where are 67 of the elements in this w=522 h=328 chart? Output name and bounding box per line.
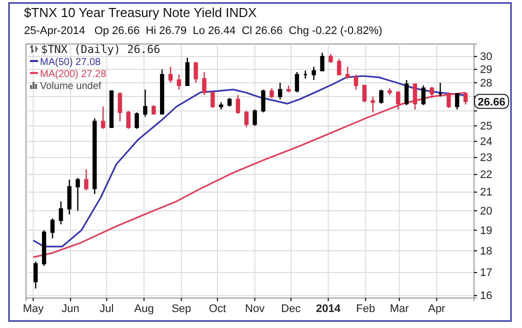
candlestick bbox=[396, 90, 400, 110]
x-tick-label: Jun bbox=[62, 302, 80, 315]
candlestick bbox=[430, 86, 434, 99]
candlestick bbox=[438, 82, 442, 98]
y-tick-label: 18 bbox=[480, 245, 492, 258]
y-tick-label: 24 bbox=[480, 136, 492, 148]
y-tick-label: 21 bbox=[480, 186, 492, 199]
candlestick bbox=[463, 92, 468, 106]
candlestick bbox=[143, 88, 148, 118]
y-tick-label: 29 bbox=[480, 64, 492, 76]
chart-subtitle: 25-Apr-2014 Op 26.66 Hi 26.79 Lo 26.44 Cl 26.66 Chg -0.22 (-0.82%) bbox=[24, 25, 382, 37]
y-tick-label: 25 bbox=[480, 120, 492, 132]
x-tick-label: Dec bbox=[281, 302, 302, 315]
y-tick-label: 30 bbox=[480, 50, 492, 63]
candlestick bbox=[194, 62, 198, 84]
x-tick-label: 2014 bbox=[316, 302, 342, 315]
candlestick bbox=[176, 74, 182, 90]
y-tick-label: 19 bbox=[480, 224, 492, 237]
candlestick bbox=[261, 88, 266, 113]
candlestick bbox=[84, 168, 88, 191]
x-tick-label: Mar bbox=[390, 302, 410, 315]
x-tick-label: Apr bbox=[428, 302, 446, 315]
candlestick bbox=[210, 92, 215, 109]
legend-label: MA(200) 27.28 bbox=[40, 69, 107, 80]
candlestick bbox=[320, 52, 324, 72]
x-tick-label: Nov bbox=[245, 302, 266, 315]
candlestick bbox=[312, 66, 316, 81]
candlestick bbox=[50, 218, 55, 239]
x-tick-label: Feb bbox=[356, 302, 376, 315]
candlestick bbox=[303, 70, 308, 80]
candlestick bbox=[328, 53, 333, 64]
candlestick bbox=[286, 84, 291, 93]
candlestick bbox=[202, 71, 206, 96]
candlestick bbox=[388, 88, 392, 96]
candlestick bbox=[67, 179, 72, 216]
candlestick bbox=[118, 92, 122, 122]
candlestick bbox=[252, 108, 257, 126]
candlestick bbox=[270, 88, 274, 99]
candlestick bbox=[370, 96, 375, 113]
annotation: Volume undef bbox=[40, 81, 102, 92]
candlestick bbox=[76, 177, 80, 212]
candlestick bbox=[218, 102, 224, 110]
y-tick-label: 23 bbox=[480, 152, 492, 164]
candlestick bbox=[58, 200, 64, 225]
candlestick bbox=[354, 74, 358, 90]
y-tick-label: 16 bbox=[480, 290, 492, 302]
x-tick-label: Aug bbox=[134, 302, 154, 315]
candlestick bbox=[100, 106, 106, 130]
y-tick-label: 28 bbox=[480, 77, 492, 90]
candlestick bbox=[134, 112, 139, 130]
candlestick bbox=[168, 66, 173, 84]
x-tick-label: Jul bbox=[100, 302, 114, 315]
candlestick bbox=[152, 104, 156, 114]
candlestick bbox=[278, 82, 282, 100]
candlestick bbox=[379, 88, 384, 104]
legend-label: MA(50) 27.08 bbox=[40, 57, 102, 68]
annotation: 26.66 bbox=[478, 96, 506, 108]
candlestick bbox=[345, 66, 350, 80]
x-tick-label: Oct bbox=[208, 302, 226, 315]
y-tick-label: 17 bbox=[480, 267, 492, 280]
candlestick bbox=[446, 92, 451, 109]
chart-title: $TNX 10 Year Treasury Note Yield INDX bbox=[24, 5, 257, 20]
x-tick-label: Sep bbox=[172, 302, 192, 315]
y-tick-label: 20 bbox=[480, 205, 492, 218]
x-tick-label: May bbox=[22, 302, 44, 315]
series-label: $TNX (Daily) 26.66 bbox=[41, 43, 160, 56]
y-tick-label: 22 bbox=[480, 168, 492, 181]
